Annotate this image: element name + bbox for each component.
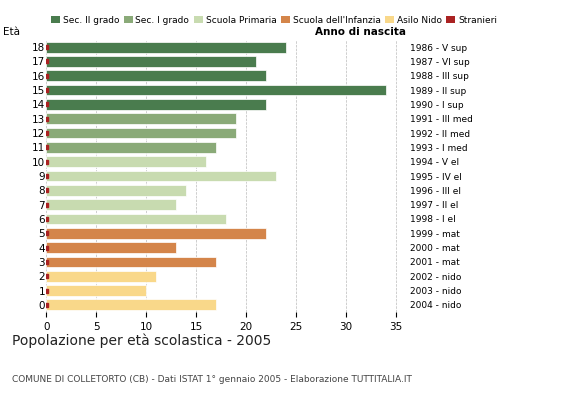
Bar (46, 185, 186, 196)
Bar (46, 113, 236, 124)
Bar (46, 156, 206, 167)
Bar (46, 271, 156, 282)
Bar (46, 56, 256, 67)
Bar (46, 99, 266, 110)
Bar (46, 256, 216, 267)
Bar (46, 242, 176, 253)
Bar (46, 300, 216, 310)
Bar (46, 42, 286, 52)
Bar (46, 199, 176, 210)
Text: Età: Età (3, 27, 20, 37)
Bar (46, 285, 146, 296)
Bar (46, 128, 236, 138)
Text: Anno di nascita: Anno di nascita (315, 27, 406, 37)
Bar (46, 142, 216, 153)
Bar (46, 70, 266, 81)
Bar (46, 214, 226, 224)
Bar (46, 228, 266, 239)
Bar (46, 85, 386, 96)
Legend: Sec. II grado, Sec. I grado, Scuola Primaria, Scuola dell'Infanzia, Asilo Nido, : Sec. II grado, Sec. I grado, Scuola Prim… (51, 16, 497, 25)
Bar (46, 171, 276, 181)
Text: Popolazione per età scolastica - 2005: Popolazione per età scolastica - 2005 (12, 334, 271, 348)
Text: COMUNE DI COLLETORTO (CB) - Dati ISTAT 1° gennaio 2005 - Elaborazione TUTTITALIA: COMUNE DI COLLETORTO (CB) - Dati ISTAT 1… (12, 375, 411, 384)
